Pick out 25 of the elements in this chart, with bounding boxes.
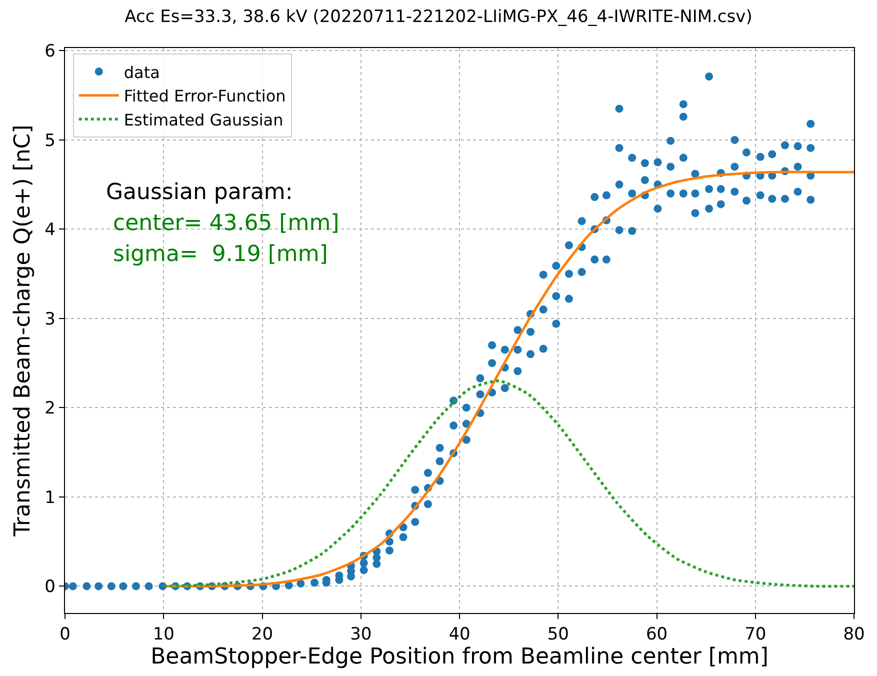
- x-tick-label: 40: [448, 624, 470, 644]
- y-axis-title: Transmitted Beam-charge Q(e+) [nC]: [10, 124, 36, 538]
- x-tick-label: 30: [350, 624, 372, 644]
- y-tick-label: 1: [44, 488, 56, 508]
- x-tick-label: 50: [547, 624, 569, 644]
- y-tick-label: 4: [44, 220, 56, 240]
- y-tick-label: 6: [44, 42, 56, 62]
- legend-label: Estimated Gaussian: [124, 110, 284, 130]
- x-tick-label: 20: [251, 624, 274, 644]
- annotation: sigma= 9.19 [mm]: [106, 242, 328, 267]
- x-tick-label: 60: [646, 624, 668, 644]
- y-tick-label: 0: [44, 577, 56, 598]
- x-tick-label: 70: [744, 624, 766, 644]
- x-tick-label: 0: [60, 624, 70, 644]
- legend-label: data: [124, 62, 160, 82]
- chart-title: Acc Es=33.3, 38.6 kV (20220711-221202-LIiMG-PX_46_4-IWRITE-NIM.csv): [124, 7, 752, 28]
- y-tick-label: 5: [44, 130, 56, 151]
- x-tick-label: 80: [843, 624, 865, 644]
- x-tick-label: 10: [152, 624, 174, 644]
- annotation: Gaussian param:: [106, 180, 293, 205]
- y-tick-label: 2: [44, 398, 56, 419]
- x-axis-title: BeamStopper-Edge Position from Beamline center [mm]: [150, 644, 768, 670]
- y-tick-label: 3: [44, 309, 56, 330]
- annotation: center= 43.65 [mm]: [106, 211, 340, 236]
- legend-label: Fitted Error-Function: [124, 86, 286, 106]
